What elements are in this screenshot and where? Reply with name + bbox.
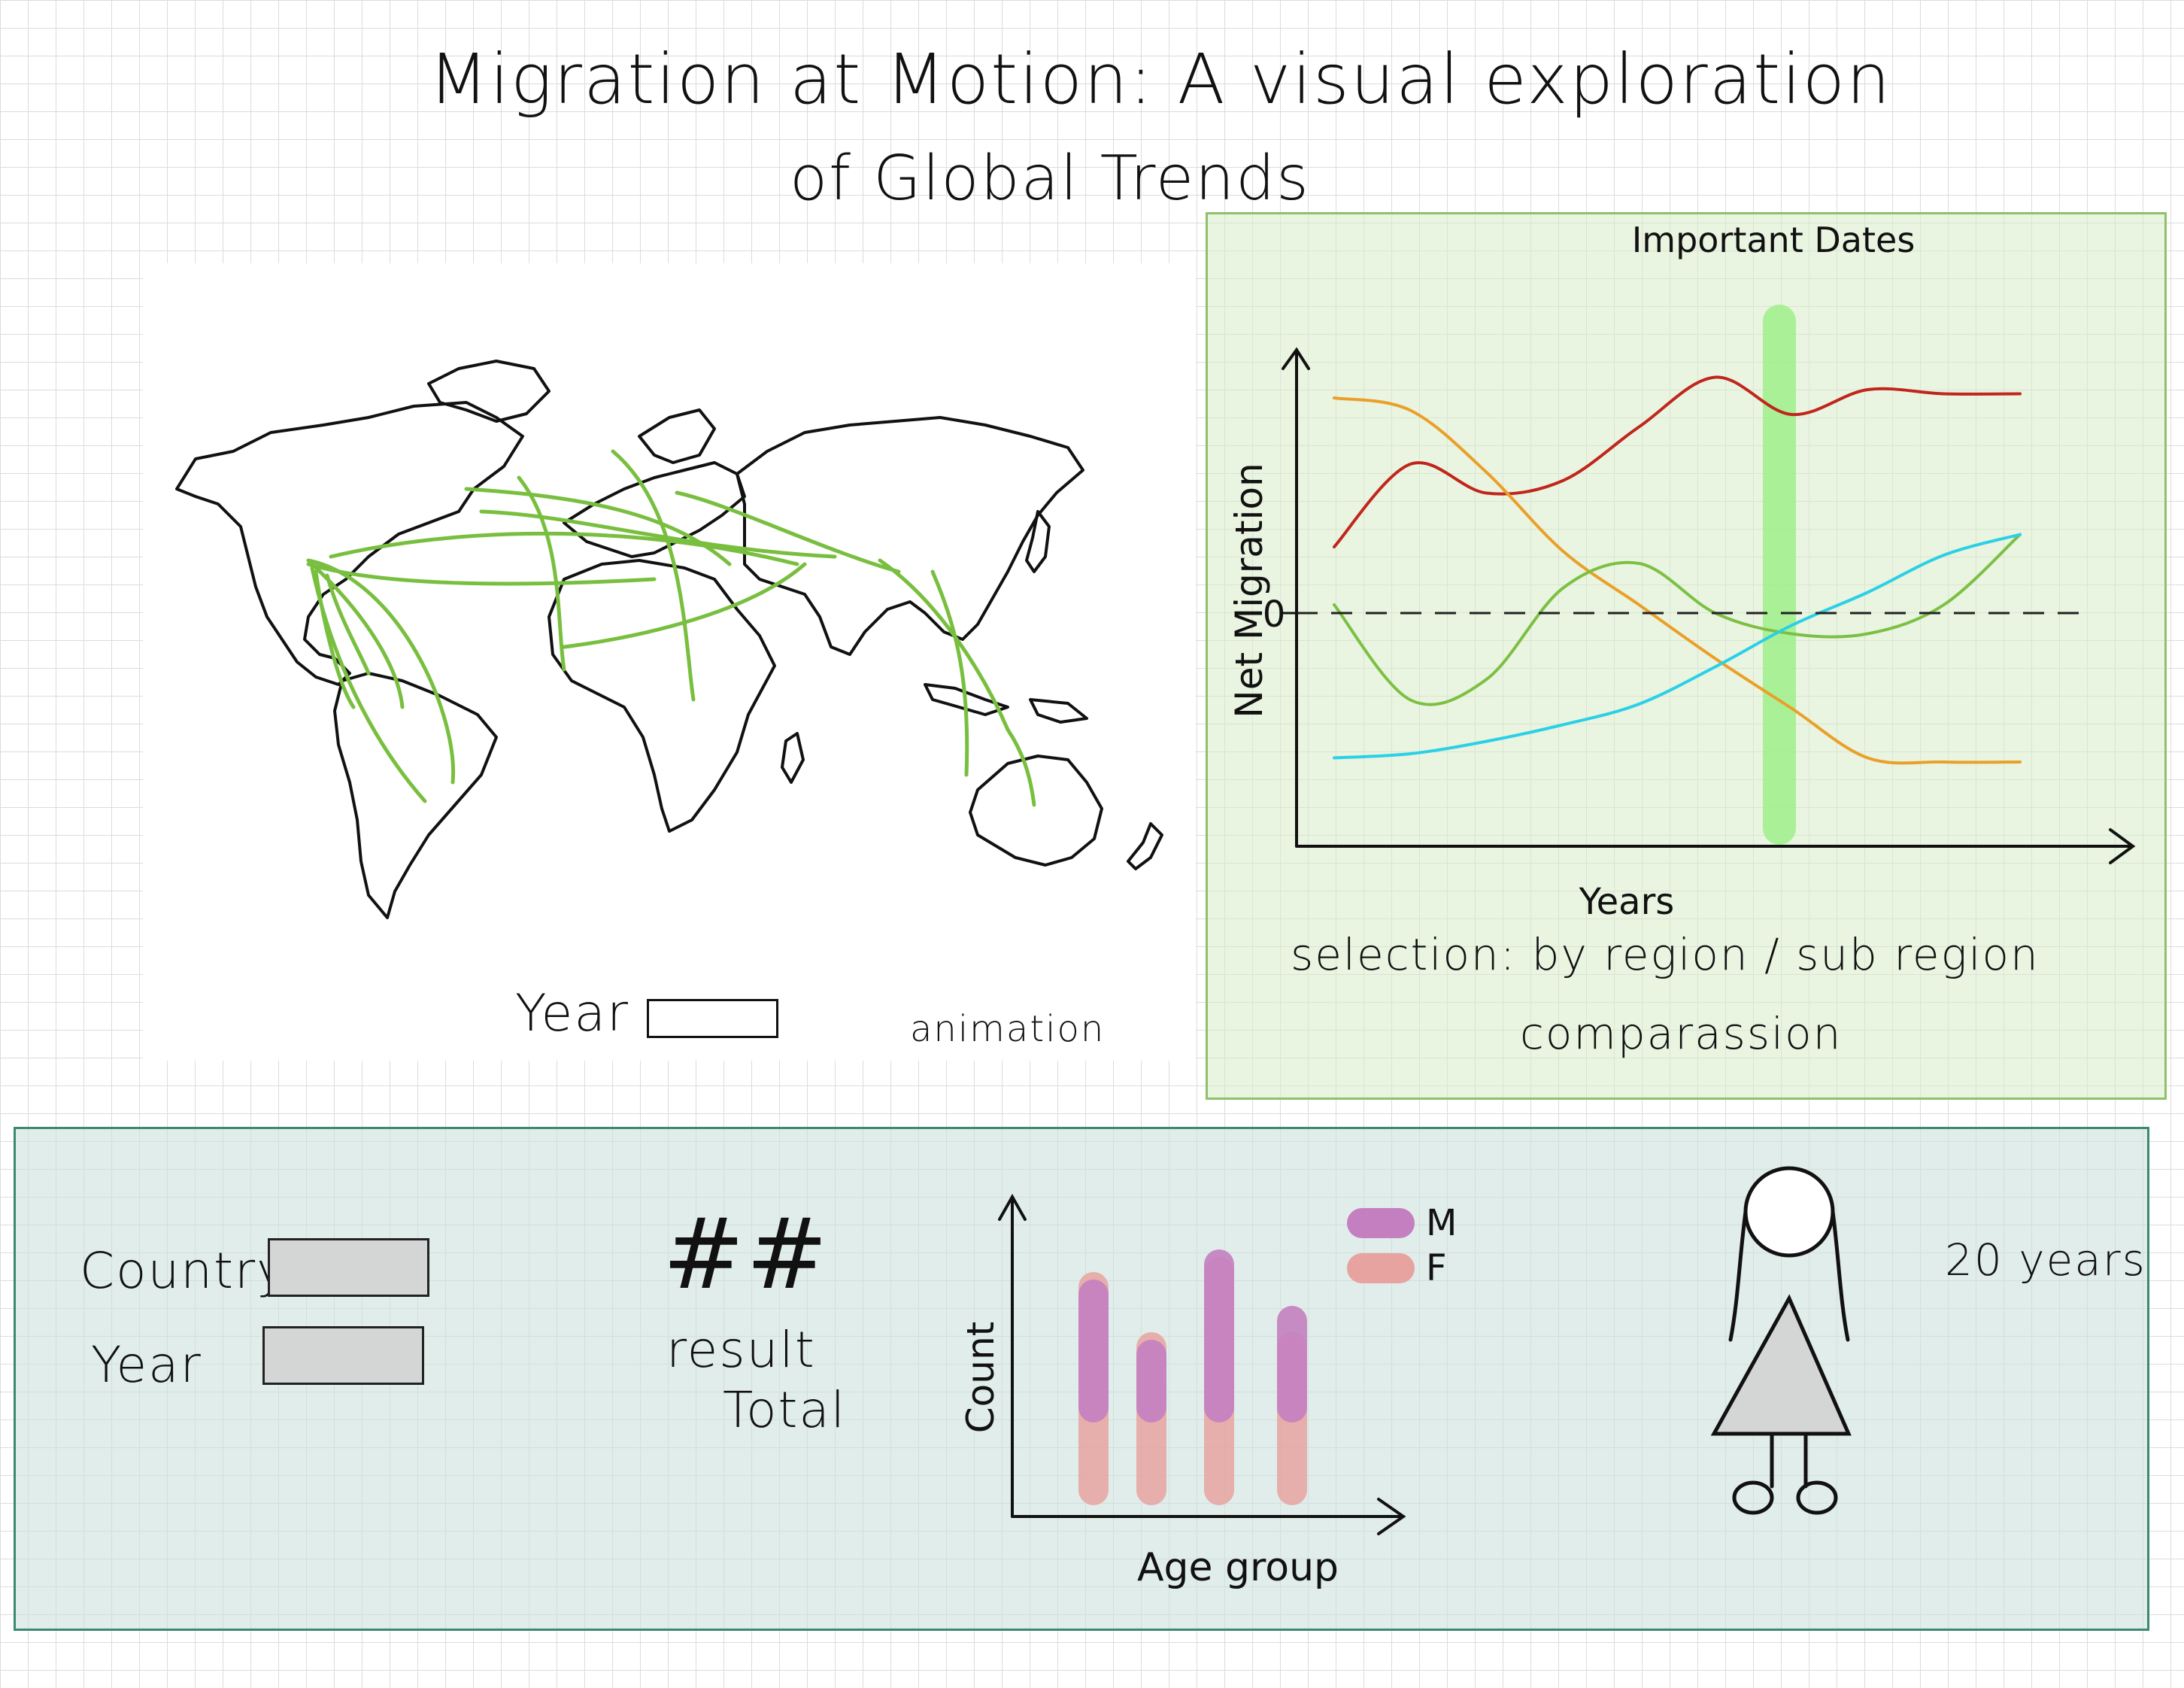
flow-line [562,562,807,649]
continent-australia [969,754,1103,867]
figure-head [1743,1166,1835,1258]
bar-y-axis-label: Count [959,1322,1003,1434]
flow-line [310,562,405,709]
comparison-control[interactable]: comparassion [1520,1008,1843,1059]
total-label: Total [723,1381,847,1439]
migration-flows [306,449,1036,807]
flow-line [325,573,371,676]
bar-male-3[interactable] [1204,1249,1234,1422]
flow-line [306,562,657,586]
flow-line [878,558,1010,732]
country-detail-panel: Country Year ## result Total Count Age g… [14,1127,2149,1631]
figure-hair [1728,1210,1850,1342]
figure-legs [1770,1431,1808,1489]
x-axis [1295,828,2136,864]
page-subtitle: of Global Trends [790,143,1310,214]
world-map[interactable] [143,263,1196,1061]
year-input[interactable] [647,999,778,1038]
legend-swatch-m [1347,1208,1415,1238]
flow-line [611,449,696,702]
flow-line [479,509,837,559]
legend-swatch-f [1347,1253,1415,1283]
result-total-value: ## [663,1197,830,1311]
series-line-4[interactable] [1333,533,2022,760]
flow-line [310,566,427,803]
flow-line [306,558,456,785]
net-migration-chart[interactable]: Important Dates 0 Net Migration Years [1208,214,2169,1102]
series-line-3[interactable] [1333,533,2022,706]
bar-legend: MF [1347,1202,1457,1289]
bar-chart-axes [998,1193,1406,1535]
flow-line [329,531,799,566]
chart-axes [1282,347,2136,864]
year-label: Year [91,1336,202,1394]
bar-x-axis-label: Age group [1137,1545,1339,1590]
age-group-bar-chart[interactable]: Count Age group MF [16,1129,2152,1633]
madagascar [781,732,805,784]
figure-body [1710,1294,1852,1436]
new-guinea [1029,698,1088,724]
important-dates-band [1763,305,1796,845]
net-migration-chart-panel: Important Dates 0 Net Migration Years se… [1206,212,2167,1100]
chart-series [1333,375,2022,765]
scandinavia [638,408,716,464]
continent-south-america [333,672,498,919]
x-axis-label: Years [1579,881,1675,923]
zero-tick-label: 0 [1263,594,1286,636]
y-axis-label: Net Migration [1227,463,1271,718]
series-line-2[interactable] [1333,396,2022,765]
female-person-icon [1710,1166,1852,1515]
year-label: Year [515,984,629,1043]
indonesia [924,683,1009,716]
figure-foot [1732,1480,1774,1515]
japan [1025,510,1051,573]
flow-line [1006,727,1036,807]
country-label: Country [80,1242,288,1300]
greenland [427,360,551,423]
bar-male-1[interactable] [1078,1280,1109,1422]
y-axis [1282,347,1310,848]
age-value-label: 20 years [1945,1234,2146,1286]
legend-label-m: M [1426,1202,1457,1244]
important-dates-label: Important Dates [1632,220,1916,260]
new-zealand [1127,822,1163,870]
flow-line [675,490,901,574]
bar-y-axis [998,1193,1027,1518]
bar-male-2[interactable] [1136,1340,1166,1422]
page-title: Migration at Motion: A visual exploratio… [429,39,1892,120]
flow-line [930,569,969,777]
selection-control[interactable]: selection: by region / sub region [1291,929,2040,980]
bar-male-4[interactable] [1277,1306,1307,1422]
bar-series [1078,1249,1307,1505]
bar-x-axis [1011,1498,1406,1535]
figure-foot [1796,1480,1838,1515]
country-input[interactable] [268,1238,429,1297]
year-input[interactable] [262,1326,424,1385]
legend-label-f: F [1426,1247,1447,1289]
continent-north-america [175,401,524,686]
flow-line [517,475,566,672]
flow-line [314,569,356,709]
result-label: result [666,1321,816,1379]
animation-control[interactable]: animation [910,1008,1106,1050]
continent-africa [548,559,776,833]
world-map-panel: Year animation [143,263,1196,1061]
world-map-outlines [175,360,1163,919]
continent-asia [736,416,1084,656]
series-line-1[interactable] [1333,375,2022,548]
